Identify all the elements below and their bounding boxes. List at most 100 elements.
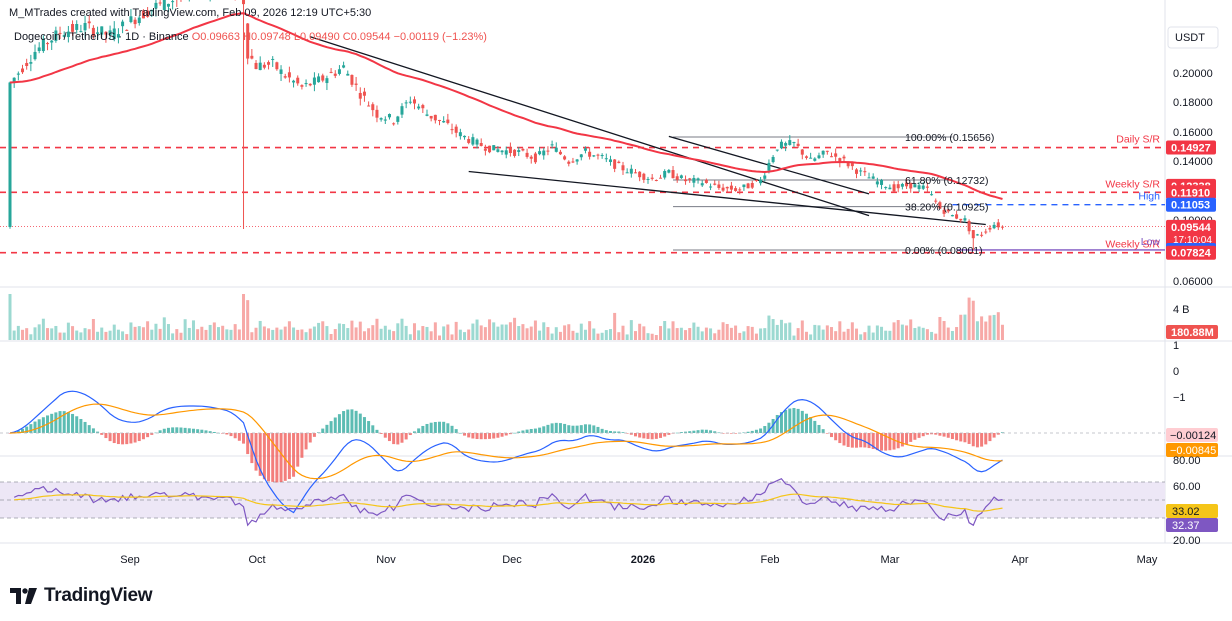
candle-body (504, 150, 508, 155)
candle-body (734, 188, 738, 191)
volume-bar (984, 321, 988, 340)
candle-body (125, 29, 129, 31)
candle-body (613, 159, 617, 169)
candle-body (796, 143, 800, 147)
volume-bar (617, 332, 621, 340)
candle-body (963, 218, 967, 221)
volume-bar (166, 324, 170, 340)
macd-histogram-bar (955, 433, 959, 441)
macd-histogram-bar (108, 433, 112, 442)
volume-bar (642, 326, 646, 340)
volume-bar (905, 325, 909, 340)
time-axis[interactable]: Sep Oct Nov Dec 2026 Feb Mar Apr May (120, 554, 1158, 566)
volume-bar (300, 329, 304, 340)
macd-histogram-bar (909, 433, 913, 442)
rsi-tag-value: 32.37 (1172, 520, 1200, 532)
macd-histogram-bar (91, 428, 95, 433)
volume-bar (508, 322, 512, 340)
drawing-lines (0, 36, 1165, 254)
candle-body (87, 21, 91, 24)
macd-histogram-bar (938, 433, 942, 436)
candle-body (300, 85, 304, 87)
candle-body (396, 116, 400, 122)
price-tag-value-4: 0.09544 (1171, 222, 1212, 234)
candle-body (688, 178, 692, 180)
volume-bar (704, 327, 708, 340)
volume-bar (16, 325, 20, 340)
volume-bar (400, 318, 404, 340)
volume-bar (909, 319, 913, 340)
macd-histogram-bar (158, 430, 162, 433)
candle-body (358, 92, 362, 99)
volume-bar (408, 334, 412, 340)
ema-line (9, 12, 1003, 200)
macd-histogram-bar (567, 425, 571, 433)
candle-body (458, 132, 462, 137)
macd-histogram-bar (16, 430, 20, 433)
volume-bar (442, 326, 446, 340)
volume-bar (429, 331, 433, 340)
macd-histogram-bar (483, 433, 487, 440)
candle-body (321, 75, 325, 81)
volume-bar (825, 325, 829, 340)
volume-bar (613, 312, 617, 340)
volume-bar (759, 328, 763, 340)
candle-body (967, 220, 971, 232)
fib-level-label-0: 100.00% (0.15656) (905, 132, 994, 144)
macd-histogram-bar (166, 427, 170, 433)
volume-bar (317, 322, 321, 340)
candle-body (650, 177, 654, 179)
macd-histogram-bar (308, 433, 312, 443)
macd-histogram-bar (21, 428, 25, 433)
macd-histogram-bar (133, 433, 137, 443)
macd-histogram-bar (900, 433, 904, 447)
price-tag-box-4 (1166, 219, 1216, 246)
macd-histogram-bar (488, 433, 492, 439)
candle-body (880, 180, 884, 185)
time-tick-label: Nov (376, 554, 396, 566)
price-tag-box-3 (1166, 197, 1216, 212)
candle-body (275, 62, 279, 70)
macd-histogram-bar (442, 421, 446, 433)
macd-histogram-bar (588, 424, 592, 433)
volume-bar (646, 333, 650, 340)
macd-histogram-bar (821, 429, 825, 433)
macd-histogram-bar (262, 433, 266, 480)
price-axis[interactable]: 0.200000.180000.160000.140000.100000.060… (1166, 26, 1219, 547)
volume-bar (571, 330, 575, 340)
volume-bar (729, 327, 733, 340)
volume-bar (333, 329, 337, 340)
author-credit: M_MTrades created with TradingView.com, … (9, 7, 372, 19)
candle-body (75, 24, 79, 30)
fib-level-label-2: 38.20% (0.10925) (905, 202, 988, 214)
macd-histogram-bar (116, 433, 120, 445)
brand-footer[interactable]: TradingView (10, 583, 153, 609)
candle-body (329, 71, 333, 73)
macd-histogram-bar (104, 433, 108, 439)
candle-body (563, 156, 567, 160)
candle-body (571, 161, 575, 163)
volume-bar (417, 330, 421, 340)
rsi-tag-box (1166, 518, 1218, 532)
macd-histogram-bar (613, 431, 617, 433)
volume-bar (12, 330, 16, 340)
volume-bar (921, 327, 925, 340)
candle-body (884, 187, 888, 189)
volume-bar (196, 329, 200, 340)
candle-body (754, 179, 758, 181)
candle-body (50, 40, 54, 43)
candle-body (517, 150, 521, 152)
macd-histogram-bar (529, 428, 533, 433)
volume-bar (8, 294, 12, 340)
candle-body (262, 64, 266, 68)
candle-body (121, 21, 125, 27)
volume-bar (488, 319, 492, 340)
candle-body (154, 2, 158, 9)
macd-histogram-bar (287, 433, 291, 480)
volume-bar (583, 329, 587, 340)
volume-bar (91, 318, 95, 340)
volume-bar (579, 323, 583, 340)
volume-bar (475, 319, 479, 340)
candle-body (692, 177, 696, 183)
